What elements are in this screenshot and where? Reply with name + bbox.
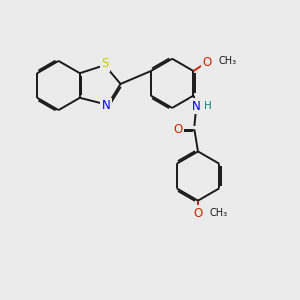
Text: N: N bbox=[191, 100, 200, 112]
Text: H: H bbox=[204, 100, 212, 110]
Text: CH₃: CH₃ bbox=[209, 208, 227, 218]
Text: O: O bbox=[173, 123, 182, 136]
Text: N: N bbox=[101, 99, 110, 112]
Text: O: O bbox=[202, 56, 211, 68]
Text: CH₃: CH₃ bbox=[219, 56, 237, 66]
Text: O: O bbox=[194, 207, 202, 220]
Text: S: S bbox=[101, 57, 108, 70]
